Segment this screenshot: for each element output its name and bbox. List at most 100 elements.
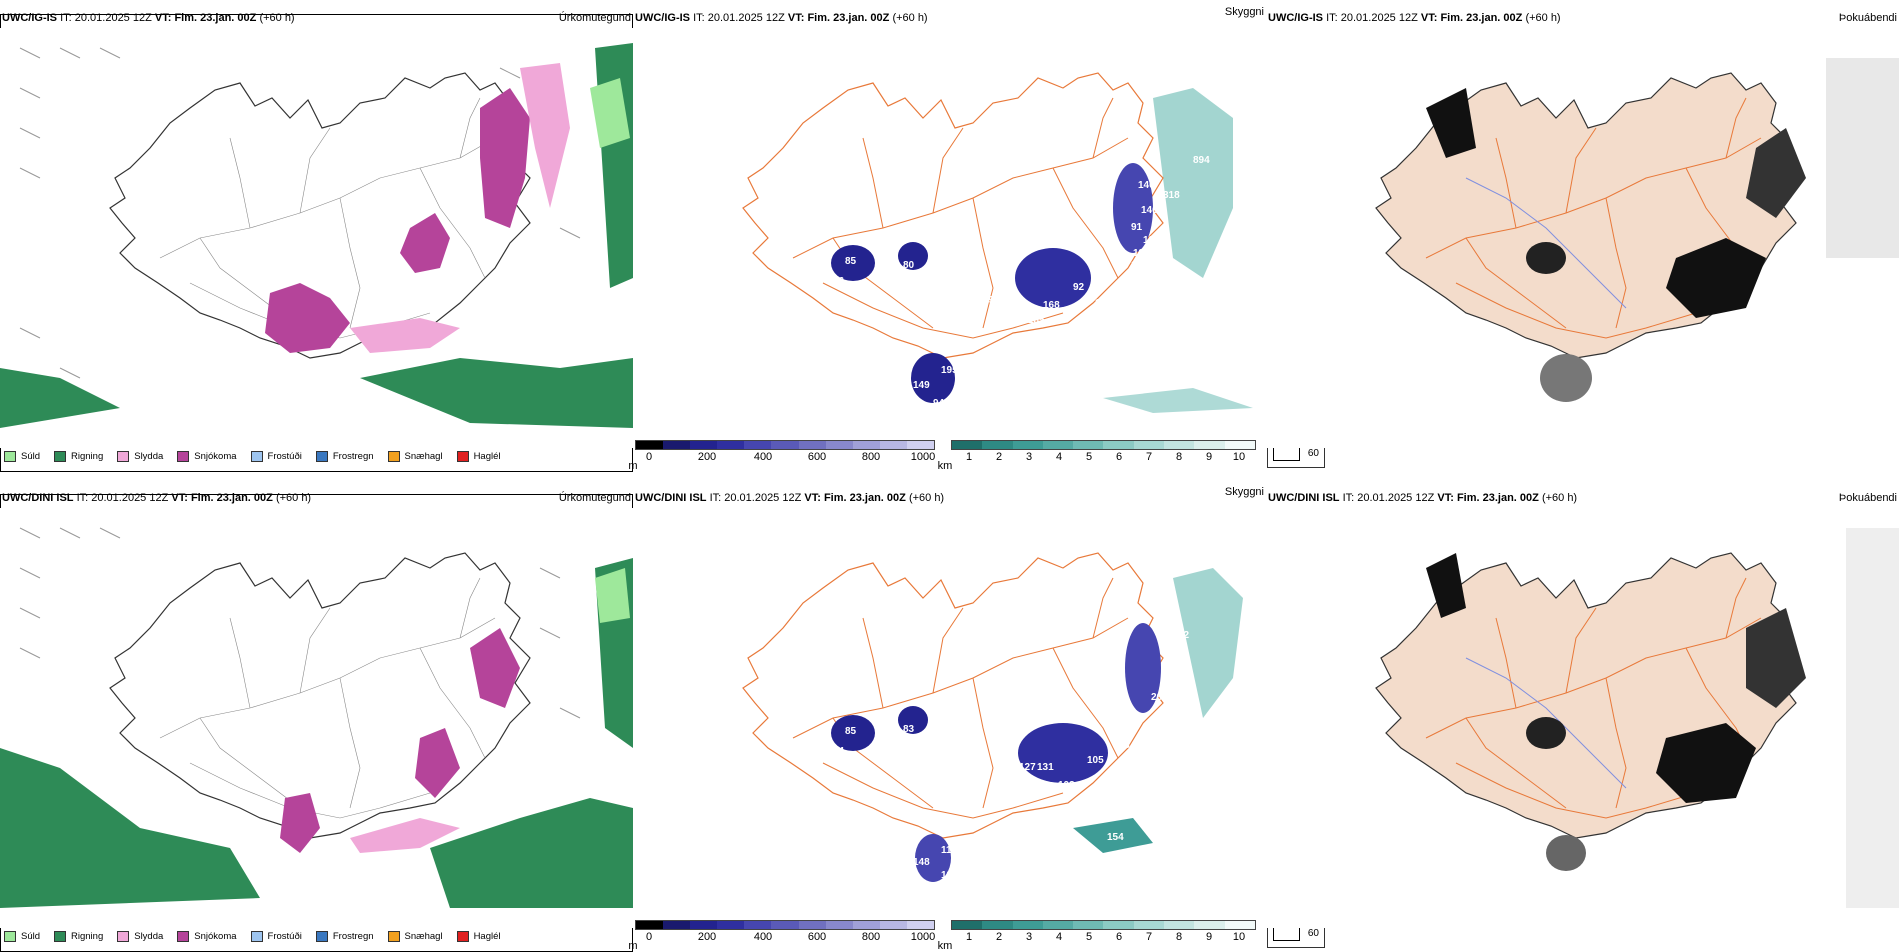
legend-item: Frostúði: [250, 931, 302, 942]
visibility-panel-row1: UWC/IG-IS IT: 20.01.2025 12Z VT: Fim. 23…: [628, 6, 1325, 472]
vis-label: 140: [1138, 180, 1155, 191]
vis-label: 168: [1043, 300, 1060, 311]
legend-item: Haglél: [456, 931, 501, 942]
vis-label: 185: [1143, 235, 1160, 246]
legend-item: Slydda: [117, 451, 163, 462]
highland-area: [1125, 623, 1161, 713]
fog-panel-row1: UWC/IG-IS IT: 20.01.2025 12Z VT: Fim. 23…: [1266, 8, 1899, 470]
low-visibility-area: [1173, 568, 1243, 718]
low-fog-area: [1426, 553, 1466, 618]
drizzle-area: [590, 78, 630, 148]
vis-label: 149: [913, 380, 930, 391]
vis-label: 128: [1061, 805, 1078, 816]
ptype-map[interactable]: [0, 508, 633, 928]
vis-label: 148: [913, 857, 930, 868]
legend-item: Slydda: [117, 931, 163, 942]
vis-label: 72: [1178, 630, 1190, 641]
vis-label: 154: [1107, 832, 1124, 843]
ptype-legend: Súld Rigning Slydda Snjókoma Frostúði Fr…: [4, 931, 501, 942]
vis-label: 121: [941, 886, 958, 897]
low-fog-area: [1540, 354, 1592, 402]
panel-header: UWC/DINI ISL IT: 20.01.2025 12Z VT: Fim.…: [2, 492, 631, 504]
vis-label: 116: [941, 845, 958, 856]
vis-label: 135: [1028, 315, 1045, 326]
fog-map[interactable]: [1266, 508, 1899, 928]
rain-area: [0, 368, 120, 428]
legend-item: Snjókoma: [177, 451, 237, 462]
highland-area: [831, 245, 875, 281]
low-visibility-area: [1153, 88, 1233, 278]
legend-item: Frostregn: [315, 931, 374, 942]
highland-area: [898, 706, 928, 734]
legend-item: Snæhagl: [387, 451, 443, 462]
sleet-area: [350, 318, 460, 353]
lead-time: (+60 h): [275, 492, 312, 504]
vis-label: 127: [1019, 762, 1036, 773]
panel-header: UWC/DINI ISL IT: 20.01.2025 12Z VT: Fim.…: [635, 486, 1264, 504]
highland-area: [1113, 163, 1153, 253]
vis-label: 117: [1051, 345, 1068, 356]
drizzle-area: [595, 568, 630, 623]
fog-panel-row2: UWC/DINI ISL IT: 20.01.2025 12Z VT: Fim.…: [1266, 488, 1899, 950]
legend-item: Snjókoma: [177, 931, 237, 942]
vis-label: 94: [933, 398, 945, 409]
legend-item: Súld: [4, 451, 40, 462]
height-colorbar: m 0 200 400 600 800 1000: [628, 440, 935, 472]
panel-title: Þokuábendi: [1838, 12, 1897, 24]
vis-label: 103: [1058, 780, 1075, 791]
low-fog-area: [1746, 608, 1806, 708]
low-fog-area: [1546, 835, 1586, 871]
visibility-map[interactable]: 273 72 305 265 85 83 84 103 105 127 131 …: [633, 508, 1266, 928]
vis-label: 85: [845, 256, 857, 267]
legend-item: Súld: [4, 931, 40, 942]
init-time: 20.01.2025 12Z: [91, 492, 169, 504]
legend-item: Rigning: [54, 451, 103, 462]
low-fog-area: [1526, 717, 1566, 749]
vis-label: 84: [833, 746, 845, 757]
vis-label: 103: [1113, 740, 1130, 751]
vis-label: 86: [833, 276, 845, 287]
legend-item: Snæhagl: [387, 931, 443, 942]
highland-area: [911, 353, 955, 403]
vis-label: 131: [1037, 762, 1054, 773]
vis-label: 146: [1141, 205, 1158, 216]
low-fog-area: [1426, 88, 1476, 158]
ptype-legend: Súld Rigning Slydda Snjókoma Frostúði Fr…: [4, 451, 501, 462]
init-time: 20.01.2025 12Z: [74, 12, 152, 24]
legend-item: Haglél: [456, 451, 501, 462]
vis-label: 273: [1245, 635, 1262, 646]
highland-area: [1018, 723, 1108, 783]
panel-title: Skyggni: [1224, 486, 1264, 498]
visibility-panel-row2: UWC/DINI ISL IT: 20.01.2025 12Z VT: Fim.…: [628, 486, 1325, 952]
snow-area: [480, 88, 530, 228]
ptype-panel-row1: UWC/IG-IS IT: 20.01.2025 12Z VT: Fim. 23…: [0, 8, 633, 472]
ptype-map[interactable]: [0, 28, 633, 448]
vis-label: 85: [845, 726, 857, 737]
low-fog-area: [1656, 723, 1756, 803]
vis-label: 894: [1193, 155, 1210, 166]
panel-title: Þokuábendi: [1838, 492, 1897, 504]
rain-area: [360, 358, 633, 428]
ptype-panel-row2: UWC/DINI ISL IT: 20.01.2025 12Z VT: Fim.…: [0, 488, 633, 952]
sleet-area: [350, 818, 460, 853]
vis-label: 91: [1131, 222, 1143, 233]
vis-label: 126: [1131, 260, 1148, 271]
panel-header: UWC/IG-IS IT: 20.01.2025 12Z VT: Fim. 23…: [2, 12, 631, 24]
vis-label: 128: [941, 870, 958, 881]
fog-map[interactable]: [1266, 28, 1899, 448]
vis-label: 305: [1161, 675, 1178, 686]
fog-cloud-area: [1846, 528, 1899, 908]
snow-area: [470, 628, 520, 708]
panel-title: Úrkomutegund: [558, 12, 631, 24]
height-colorbar: m 0 200 400 600 800 1000: [628, 920, 935, 952]
vis-label: 92: [1073, 282, 1085, 293]
panel-header: UWC/DINI ISL IT: 20.01.2025 12Z VT: Fim.…: [1268, 492, 1897, 504]
panel-title: Úrkomutegund: [558, 492, 631, 504]
low-visibility-area: [1103, 388, 1253, 413]
visibility-colorbar: km 1 2 3 4 5 6 7 8 9 10: [938, 440, 1256, 472]
vis-label: 113: [1095, 298, 1112, 309]
lead-time: (+60 h): [259, 12, 295, 24]
visibility-map[interactable]: 894 140 318 91 185 122 126 146 85 80 86 …: [633, 28, 1266, 448]
river: [1465, 657, 1627, 789]
panel-header: UWC/IG-IS IT: 20.01.2025 12Z VT: Fim. 23…: [635, 6, 1264, 24]
